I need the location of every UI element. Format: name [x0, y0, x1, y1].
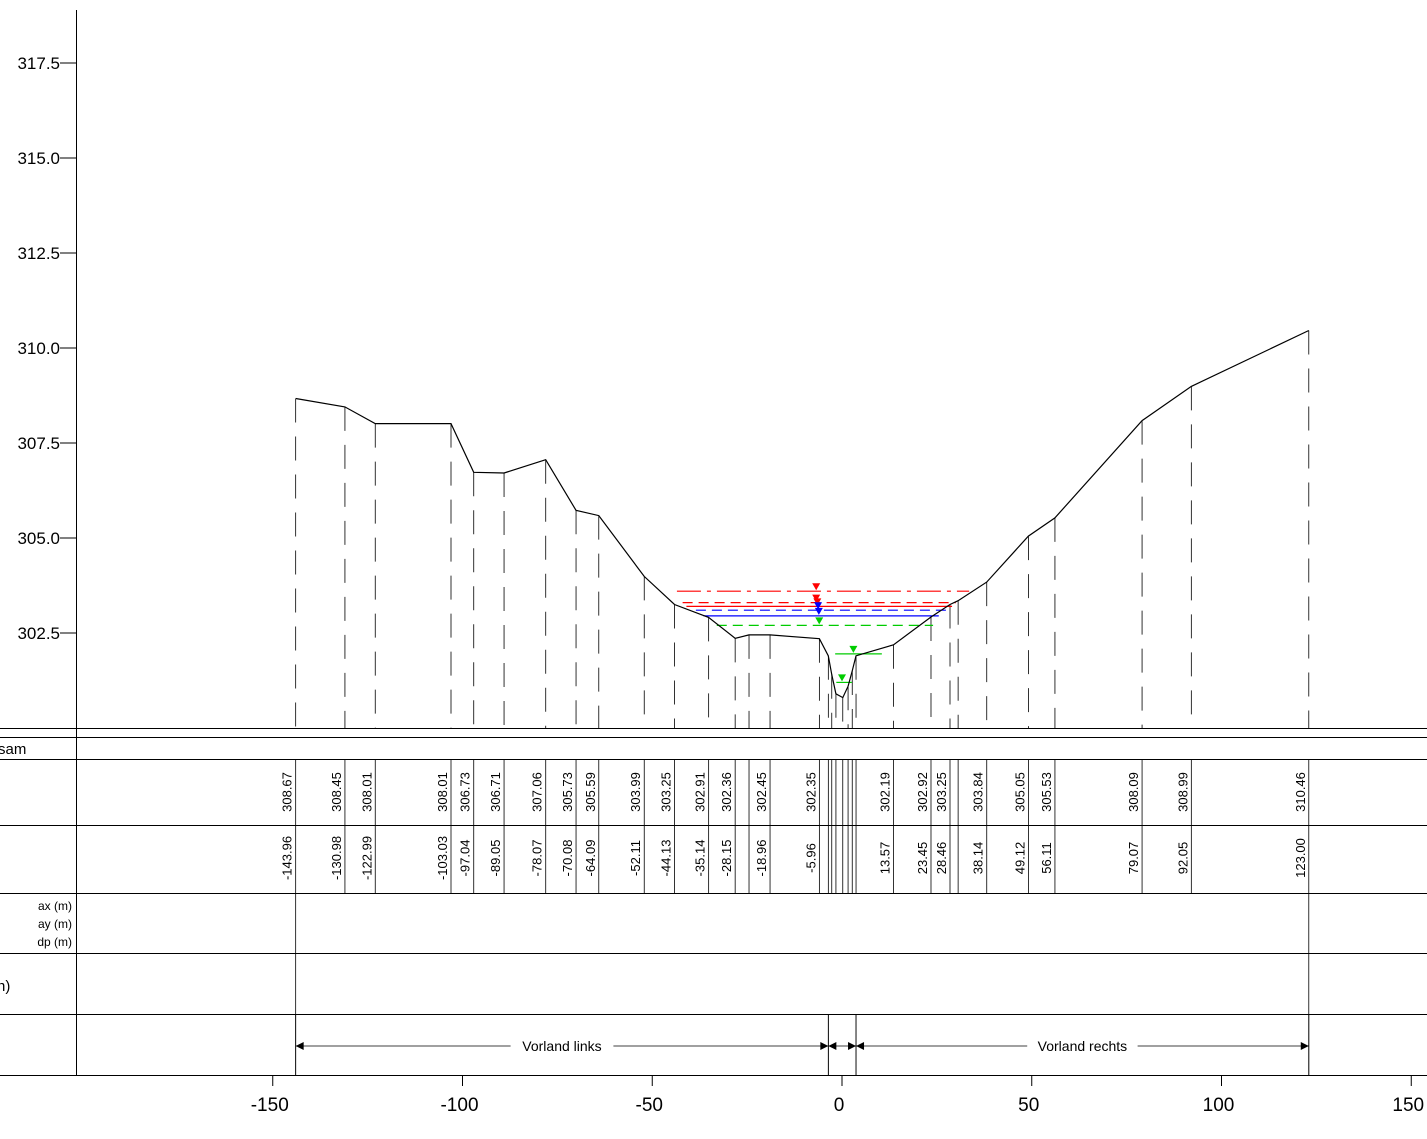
height-label: 303.25	[934, 772, 949, 812]
x-tick-label: -100	[440, 1095, 478, 1116]
zone-label-bg	[510, 1037, 614, 1055]
data-bands: sam ax (m) ay (m) dp (m) n)	[0, 741, 72, 995]
station-label: -18.96	[754, 840, 769, 877]
station-label: -143.96	[280, 836, 295, 880]
height-label: 303.99	[628, 772, 643, 812]
band-label-dp: dp (m)	[37, 935, 72, 949]
height-label: 305.53	[1039, 772, 1054, 812]
y-tick-label: 312.5	[17, 244, 60, 263]
height-label: 308.45	[329, 772, 344, 812]
zone-arrow-head-left	[295, 1042, 304, 1050]
water-level-marker	[815, 617, 824, 625]
height-label: 305.73	[560, 772, 575, 812]
band-label-ay: ay (m)	[38, 917, 72, 931]
band-marks: 308.67 308.45 308.01 308.01 306.73 306.71 307.…	[280, 772, 1310, 1075]
height-label: 302.35	[803, 772, 818, 812]
height-label: 306.71	[488, 772, 503, 812]
height-label: 308.01	[359, 772, 374, 812]
zone-label-bg	[1027, 1037, 1138, 1055]
height-label: 306.73	[458, 772, 473, 812]
station-label: -103.03	[435, 836, 450, 880]
zone-arrow-head-left	[828, 1042, 837, 1050]
x-axis: -150 -100 -50 0 50 100 150	[251, 1076, 1424, 1116]
y-tick-label: 317.5	[17, 54, 60, 73]
height-label: 302.91	[693, 772, 708, 812]
height-label: 308.01	[435, 772, 450, 812]
y-tick-label: 302.5	[17, 624, 60, 643]
height-label: 307.06	[530, 772, 545, 812]
station-label: 49.12	[1012, 842, 1027, 875]
station-label: -78.07	[530, 840, 545, 877]
station-label: -64.09	[583, 840, 598, 877]
station-label: -130.98	[329, 836, 344, 880]
station-label: 123.00	[1293, 838, 1308, 878]
terrain-profile-line	[295, 329, 1310, 699]
station-label: 38.14	[971, 842, 986, 875]
water-level-marker	[814, 602, 823, 610]
height-label: 303.25	[659, 772, 674, 812]
band-label-sam: sam	[0, 741, 26, 758]
height-label: 305.05	[1012, 772, 1027, 812]
station-label: 92.05	[1175, 842, 1190, 875]
y-tick-label: 307.5	[17, 434, 60, 453]
station-label: 56.11	[1039, 842, 1054, 874]
station-label: -35.14	[693, 840, 708, 877]
water-level-marker	[813, 598, 822, 606]
height-label: 302.92	[915, 772, 930, 812]
water-level-marker	[814, 607, 823, 615]
height-label: 303.84	[971, 772, 986, 812]
station-label: -122.99	[359, 836, 374, 880]
height-label: 308.67	[280, 772, 295, 812]
height-label: 302.36	[719, 772, 734, 812]
zone-label: Vorland rechts	[1038, 1038, 1128, 1054]
water-level-marker	[812, 594, 821, 602]
y-tick-label: 315.0	[17, 149, 60, 168]
x-tick-label: 150	[1392, 1095, 1424, 1116]
water-level-marker	[838, 674, 846, 682]
y-tick-label: 310.0	[17, 339, 60, 358]
zone-arrow-head-right	[848, 1042, 857, 1050]
station-label: -70.08	[560, 840, 575, 877]
station-label: -5.96	[803, 843, 818, 873]
station-label: -44.13	[659, 840, 674, 877]
y-axis: 302.5 305.0 307.5 310.0 312.5 315.0 317.5	[17, 54, 77, 643]
zone-arrow-head-right	[820, 1042, 829, 1050]
station-label: 28.46	[934, 842, 949, 875]
y-tick-label: 305.0	[17, 529, 60, 548]
x-tick-label: 50	[1018, 1095, 1039, 1116]
zone-label: Vorland links	[522, 1038, 601, 1054]
x-tick-label: -150	[251, 1095, 289, 1116]
x-tick-label: 0	[834, 1095, 845, 1116]
station-label: -28.15	[719, 840, 734, 877]
height-label: 308.99	[1175, 772, 1190, 812]
water-level-marker	[849, 645, 858, 653]
station-label: -89.05	[488, 840, 503, 877]
station-label: 79.07	[1126, 842, 1141, 875]
water-level-marker	[812, 583, 821, 591]
zone-annotations: Vorland links Vorland rechts	[295, 1014, 1310, 1075]
zone-arrow-head-right	[1300, 1042, 1309, 1050]
station-lines	[295, 330, 1310, 893]
height-label: 305.59	[583, 772, 598, 812]
height-label: 308.09	[1126, 772, 1141, 812]
band-label-n: n)	[0, 978, 10, 995]
station-label: -97.04	[458, 840, 473, 877]
x-tick-label: -50	[636, 1095, 663, 1116]
drawing-frame	[0, 10, 1427, 1076]
height-label: 302.45	[754, 772, 769, 812]
band-label-ax: ax (m)	[38, 899, 72, 913]
station-label: 13.57	[877, 842, 892, 875]
water-levels	[676, 583, 970, 684]
height-label: 310.46	[1293, 772, 1308, 812]
station-label: -52.11	[628, 840, 643, 876]
station-label: 23.45	[915, 842, 930, 875]
height-label: 302.19	[877, 772, 892, 812]
zone-arrow-head-left	[856, 1042, 865, 1050]
x-tick-label: 100	[1203, 1095, 1235, 1116]
